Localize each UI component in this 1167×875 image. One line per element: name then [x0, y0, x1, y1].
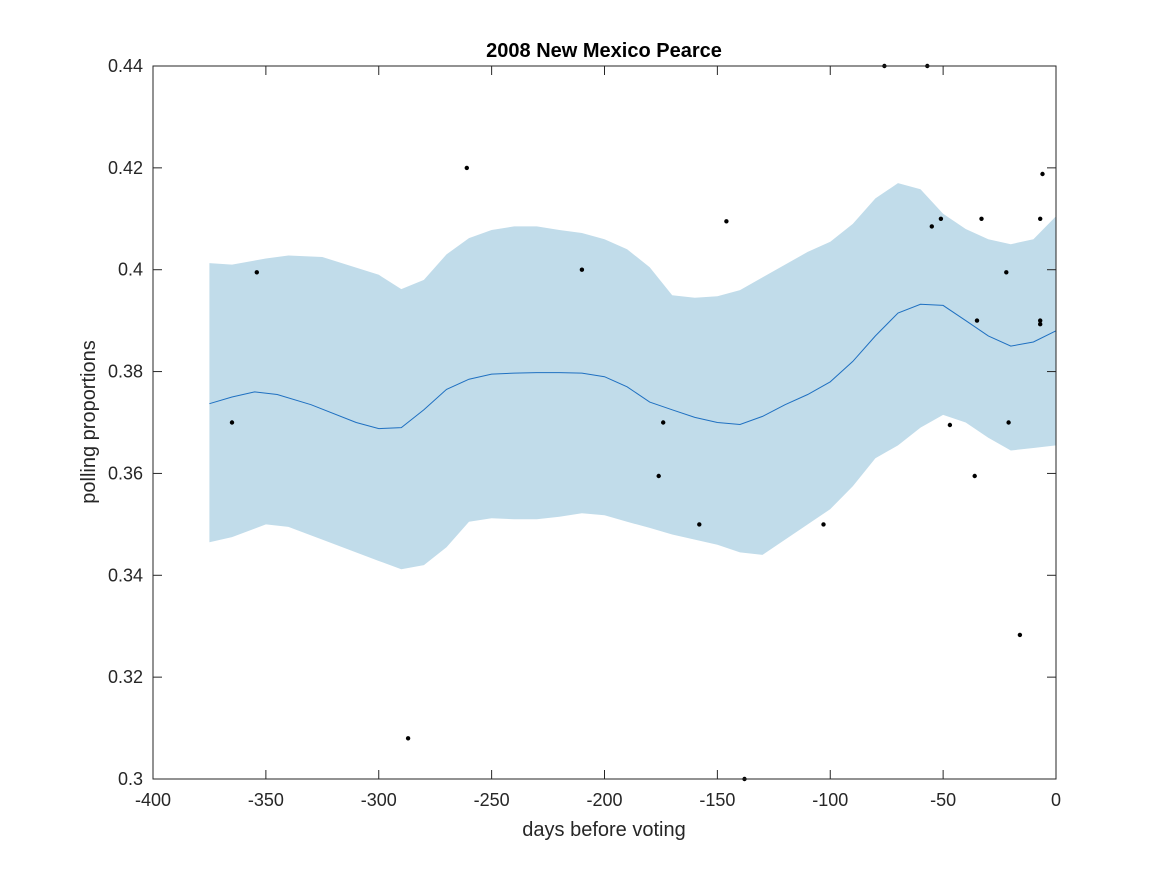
y-tick-label: 0.42 — [108, 158, 143, 178]
chart-title: 2008 New Mexico Pearce — [486, 40, 722, 62]
x-tick-label: 0 — [1051, 790, 1061, 810]
x-tick-label: -50 — [930, 790, 956, 810]
y-axis-label: polling proportions — [78, 340, 100, 503]
y-tick-label: 0.3 — [118, 769, 143, 789]
y-tick-label: 0.34 — [108, 565, 143, 585]
poll-point — [254, 270, 259, 275]
x-tick-label: -200 — [586, 790, 622, 810]
trend-line-layer — [209, 303, 1057, 430]
poll-point — [821, 522, 826, 527]
poll-point — [1038, 318, 1043, 323]
x-tick-label: -250 — [474, 790, 510, 810]
poll-point — [724, 219, 729, 224]
confidence-band-layer — [209, 183, 1056, 570]
confidence-band — [209, 183, 1056, 570]
x-tick-label: -150 — [699, 790, 735, 810]
poll-points-layer — [229, 63, 1045, 782]
x-tick-label: -350 — [248, 790, 284, 810]
poll-point — [656, 473, 661, 479]
poll-point — [979, 216, 984, 221]
poll-point — [1038, 216, 1043, 221]
poll-point — [974, 318, 980, 323]
poll-point — [947, 422, 953, 428]
y-tick-label: 0.38 — [108, 362, 143, 382]
poll-point — [579, 267, 585, 272]
y-tick-label: 0.44 — [108, 56, 143, 76]
x-axis-label: days before voting — [522, 819, 685, 841]
y-tick-label: 0.4 — [118, 260, 143, 280]
poll-point — [661, 420, 666, 425]
y-tick-label: 0.36 — [108, 463, 143, 483]
y-ticks: 0.3 0.32 0.34 0.36 0.38 0.4 0.42 0.44 — [108, 56, 1056, 789]
poll-point — [229, 420, 235, 425]
poll-point — [1040, 171, 1045, 177]
poll-point — [938, 216, 944, 221]
x-ticks: -400 -350 -300 -250 -200 -150 -100 -50 0 — [135, 66, 1061, 810]
x-tick-label: -400 — [135, 790, 171, 810]
poll-point — [1038, 322, 1043, 327]
plot-area: -400 -350 -300 -250 -200 -150 -100 -50 0 0.3 0.32… — [108, 56, 1061, 810]
y-tick-label: 0.32 — [108, 667, 143, 687]
poll-point — [464, 165, 469, 171]
poll-point — [972, 473, 977, 479]
poll-point — [1004, 270, 1009, 275]
poll-point — [1006, 420, 1011, 425]
poll-point — [405, 736, 411, 741]
poll-point — [1017, 632, 1023, 638]
poll-point — [697, 522, 702, 527]
poll-point — [929, 224, 934, 229]
trend-line — [209, 303, 1057, 430]
x-tick-label: -300 — [361, 790, 397, 810]
x-tick-label: -100 — [812, 790, 848, 810]
